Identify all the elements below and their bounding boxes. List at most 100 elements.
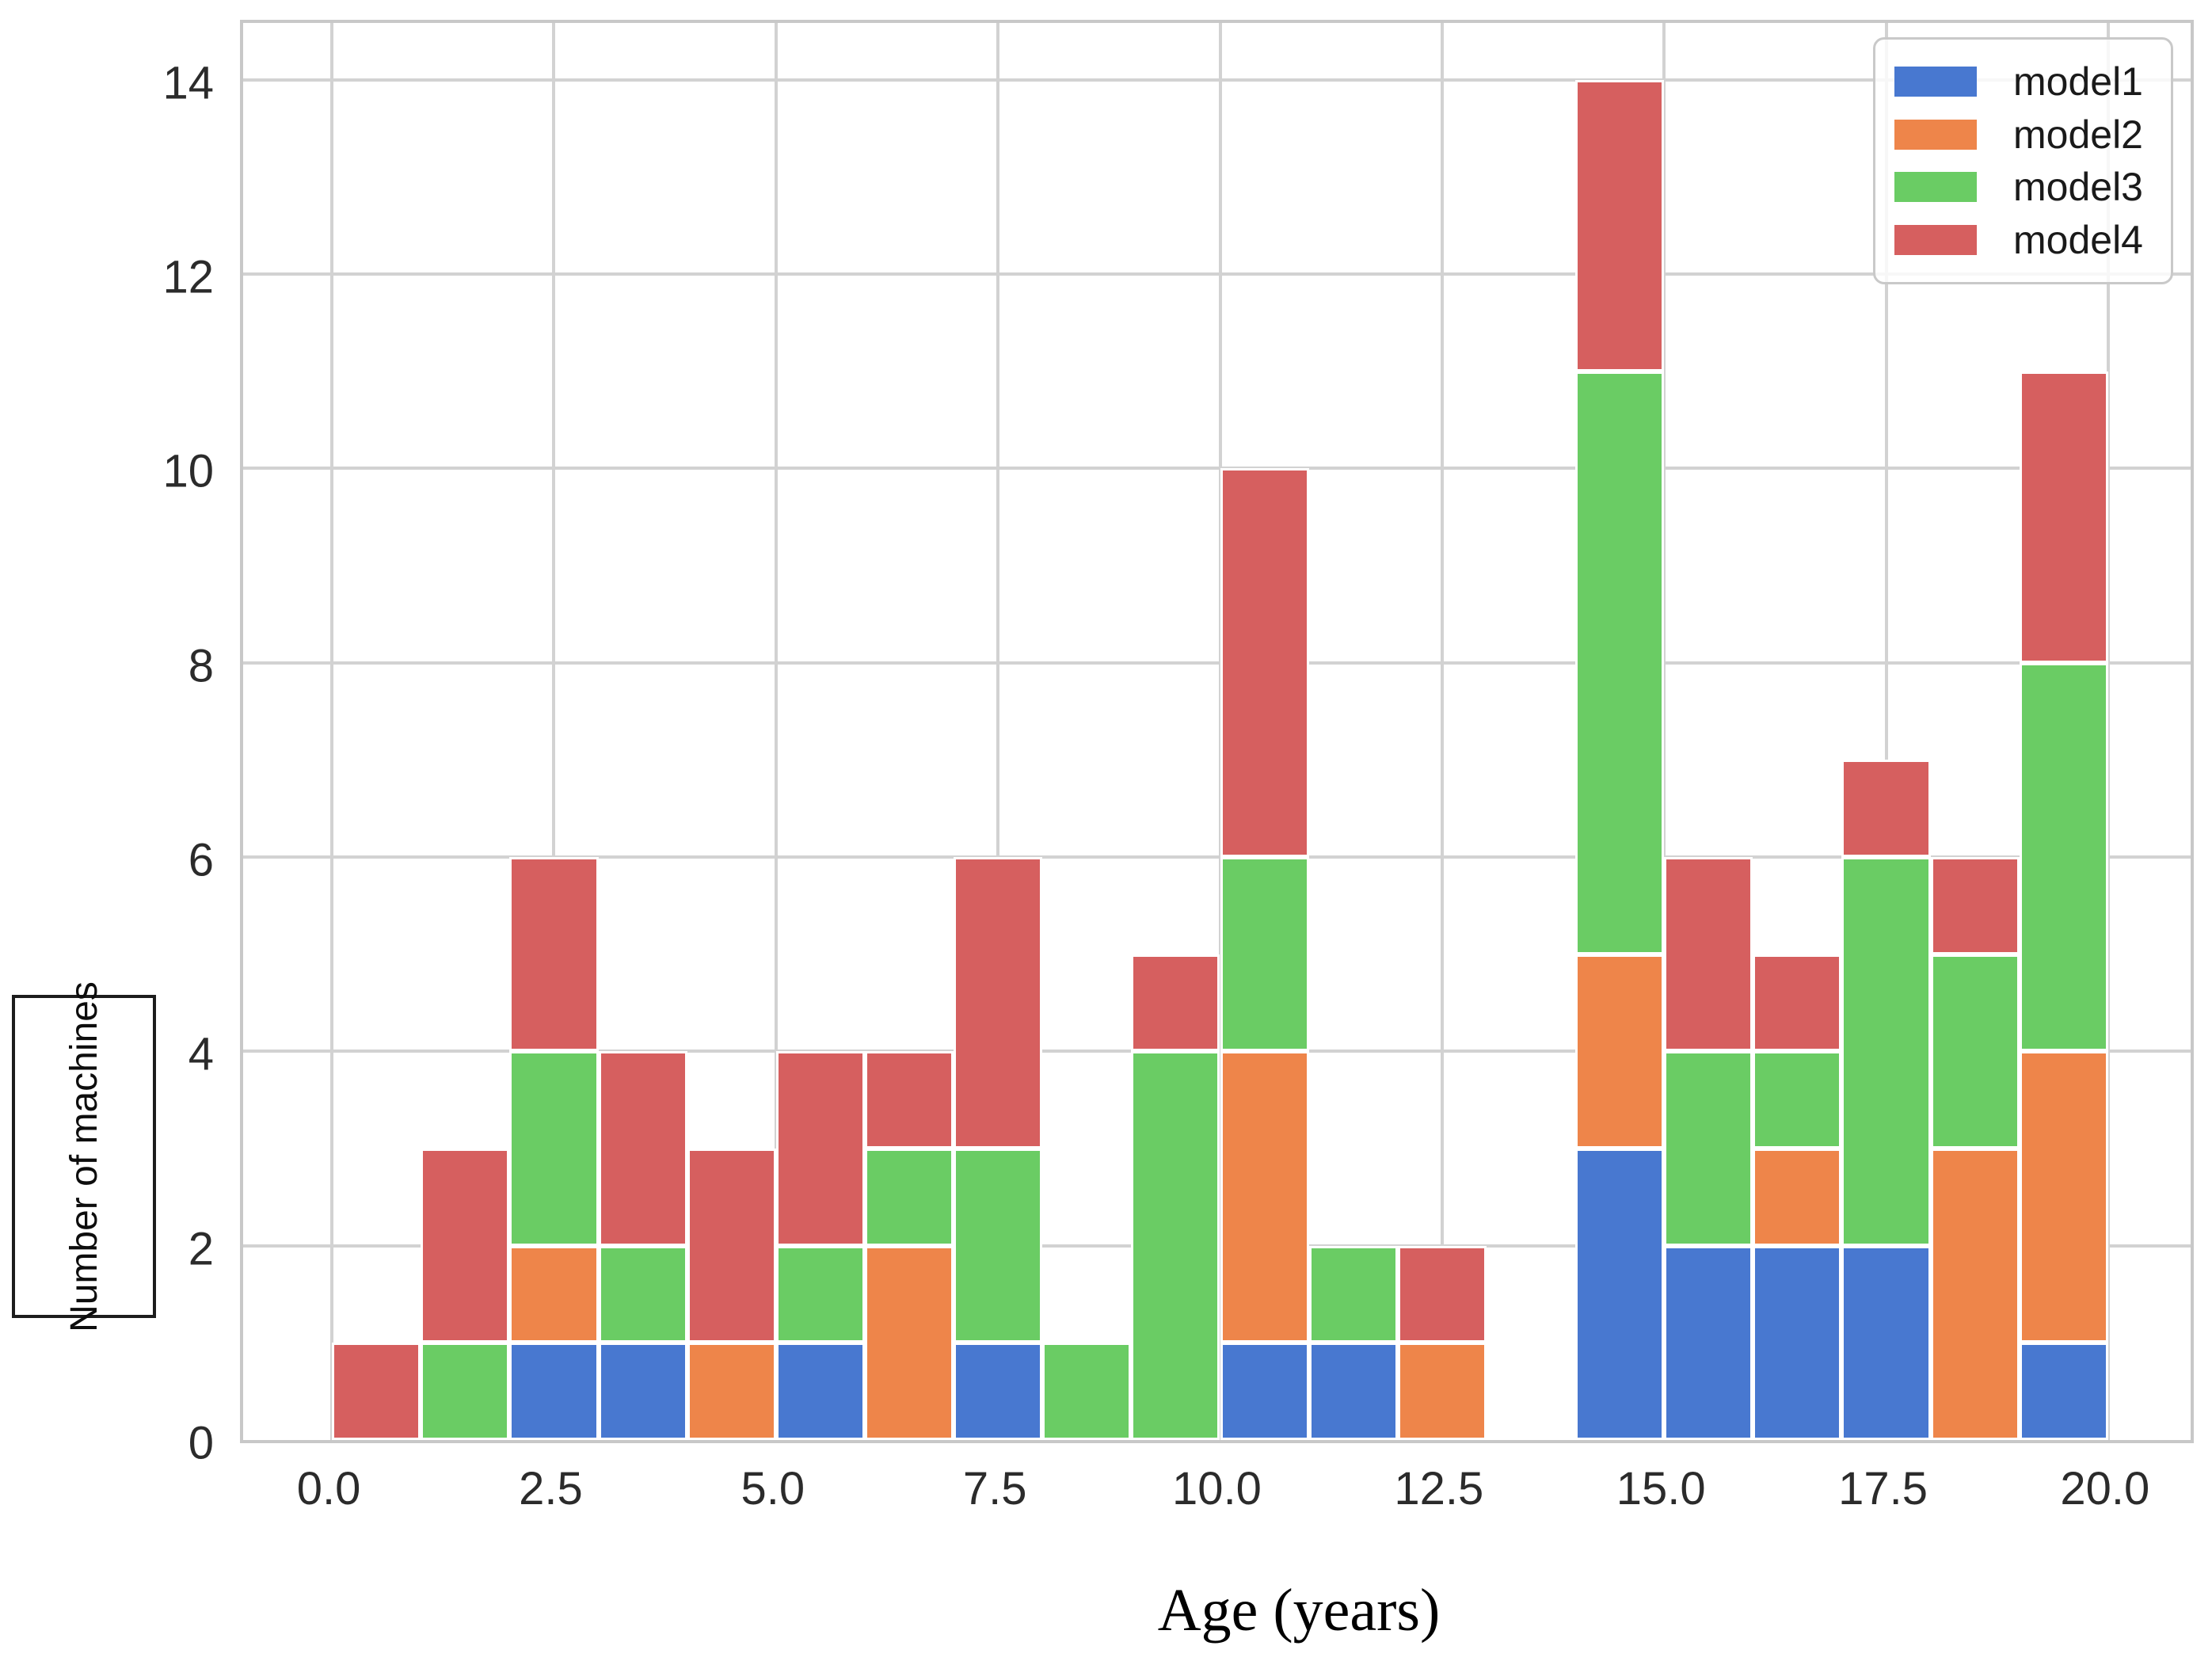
y-gridline-10 — [243, 467, 2191, 470]
bar-segment-model2-bin-4 — [687, 1343, 776, 1440]
x-tick-label-20.0: 20.0 — [2060, 1463, 2150, 1514]
bar-segment-model1-bin-19 — [2019, 1343, 2108, 1440]
bar-segment-model4-bin-9 — [1131, 954, 1220, 1052]
x-tick-label-10.0: 10.0 — [1172, 1463, 1262, 1514]
legend-swatch-model1 — [1894, 67, 1977, 97]
bar-segment-model2-bin-2 — [509, 1245, 599, 1343]
bar-segment-model1-bin-17 — [1841, 1245, 1931, 1440]
bar-segment-model4-bin-10 — [1220, 468, 1309, 858]
legend-item-model4: model4 — [1894, 217, 2163, 263]
y-tick-label-0: 0 — [188, 1417, 214, 1469]
bar-segment-model3-bin-15 — [1664, 1051, 1753, 1246]
bars-layer — [243, 23, 2191, 1440]
bar-segment-model3-bin-18 — [1930, 954, 2020, 1149]
bar-segment-model1-bin-7 — [954, 1343, 1043, 1440]
y-tick-label-2: 2 — [188, 1223, 214, 1275]
bar-segment-model2-bin-16 — [1753, 1149, 1842, 1246]
bar-segment-model3-bin-3 — [598, 1245, 687, 1343]
bar-segment-model1-bin-3 — [598, 1343, 687, 1440]
y-tick-label-10: 10 — [162, 445, 214, 497]
x-gridline-0 — [330, 23, 334, 1440]
bar-segment-model2-bin-12 — [1397, 1343, 1487, 1440]
bar-segment-model1-bin-2 — [509, 1343, 599, 1440]
y-axis-label: Number of machines — [63, 981, 105, 1332]
legend-swatch-model4 — [1894, 224, 1977, 255]
bar-segment-model4-bin-5 — [775, 1051, 865, 1246]
x-gridline-7.5 — [996, 23, 1000, 1440]
bar-segment-model3-bin-14 — [1575, 371, 1665, 954]
bar-segment-model1-bin-5 — [775, 1343, 865, 1440]
y-tick-label-6: 6 — [188, 834, 214, 886]
bar-segment-model3-bin-2 — [509, 1051, 599, 1246]
bar-segment-model4-bin-0 — [332, 1343, 421, 1440]
bar-segment-model2-bin-18 — [1930, 1149, 2020, 1440]
bar-segment-model1-bin-16 — [1753, 1245, 1842, 1440]
bar-segment-model3-bin-8 — [1042, 1343, 1132, 1440]
bar-segment-model4-bin-1 — [421, 1149, 510, 1343]
legend-label-model3: model3 — [2013, 165, 2143, 210]
bar-segment-model3-bin-17 — [1841, 857, 1931, 1246]
bar-segment-model4-bin-18 — [1930, 857, 2020, 954]
bar-segment-model3-bin-7 — [954, 1149, 1043, 1343]
x-axis-label: Age (years) — [1157, 1577, 1441, 1644]
legend-swatch-model2 — [1894, 119, 1977, 150]
bar-segment-model4-bin-4 — [687, 1149, 776, 1343]
legend-item-model2: model2 — [1894, 112, 2163, 158]
bar-segment-model4-bin-2 — [509, 857, 599, 1052]
bar-segment-model2-bin-10 — [1220, 1051, 1309, 1343]
y-axis-label-box: Number of machines — [12, 981, 156, 1331]
bar-segment-model3-bin-6 — [864, 1149, 954, 1246]
bar-segment-model4-bin-6 — [864, 1051, 954, 1149]
bar-segment-model3-bin-19 — [2019, 662, 2108, 1052]
x-tick-label-7.5: 7.5 — [962, 1463, 1027, 1514]
bar-segment-model1-bin-15 — [1664, 1245, 1753, 1440]
bar-segment-model1-bin-11 — [1308, 1343, 1398, 1440]
x-tick-label-2.5: 2.5 — [519, 1463, 583, 1514]
x-gridline-20 — [2106, 23, 2110, 1440]
y-gridline-6 — [243, 855, 2191, 859]
y-tick-label-12: 12 — [162, 251, 214, 303]
legend-swatch-model3 — [1894, 172, 1977, 203]
x-tick-label-17.5: 17.5 — [1838, 1463, 1928, 1514]
bar-segment-model4-bin-15 — [1664, 857, 1753, 1052]
x-gridline-2.5 — [552, 23, 556, 1440]
bar-segment-model1-bin-14 — [1575, 1149, 1665, 1440]
x-tick-label-12.5: 12.5 — [1394, 1463, 1484, 1514]
y-tick-label-8: 8 — [188, 640, 214, 692]
legend: model1 model2 model3 model4 — [1873, 37, 2173, 284]
bar-segment-model3-bin-5 — [775, 1245, 865, 1343]
x-gridline-17.5 — [1884, 23, 1888, 1440]
x-tick-label-5.0: 5.0 — [741, 1463, 805, 1514]
bar-segment-model3-bin-10 — [1220, 857, 1309, 1052]
y-gridline-14 — [243, 78, 2191, 82]
bar-segment-model4-bin-19 — [2019, 371, 2108, 663]
bar-segment-model3-bin-9 — [1131, 1051, 1220, 1440]
bar-segment-model4-bin-16 — [1753, 954, 1842, 1052]
bar-segment-model2-bin-19 — [2019, 1051, 2108, 1343]
x-gridline-5 — [774, 23, 778, 1440]
bar-segment-model2-bin-14 — [1575, 954, 1665, 1149]
legend-label-model2: model2 — [2013, 112, 2143, 157]
x-tick-label-0.0: 0.0 — [296, 1463, 361, 1514]
x-tick-label-15.0: 15.0 — [1616, 1463, 1706, 1514]
bar-segment-model4-bin-7 — [954, 857, 1043, 1149]
bar-segment-model4-bin-17 — [1841, 760, 1931, 858]
y-gridline-8 — [243, 661, 2191, 665]
y-gridline-12 — [243, 272, 2191, 276]
x-gridline-15 — [1662, 23, 1666, 1440]
bar-segment-model4-bin-3 — [598, 1051, 687, 1246]
bar-segment-model4-bin-14 — [1575, 79, 1665, 371]
bar-segment-model4-bin-12 — [1397, 1245, 1487, 1343]
legend-label-model4: model4 — [2013, 217, 2143, 262]
y-tick-label-4: 4 — [188, 1028, 214, 1080]
bar-segment-model3-bin-16 — [1753, 1051, 1842, 1149]
bar-segment-model3-bin-1 — [421, 1343, 510, 1440]
legend-item-model3: model3 — [1894, 164, 2163, 210]
y-tick-label-14: 14 — [162, 57, 214, 109]
legend-label-model1: model1 — [2013, 59, 2143, 105]
bar-segment-model1-bin-10 — [1220, 1343, 1309, 1440]
bar-segment-model3-bin-11 — [1308, 1245, 1398, 1343]
bar-segment-model2-bin-6 — [864, 1245, 954, 1440]
legend-item-model1: model1 — [1894, 59, 2163, 105]
